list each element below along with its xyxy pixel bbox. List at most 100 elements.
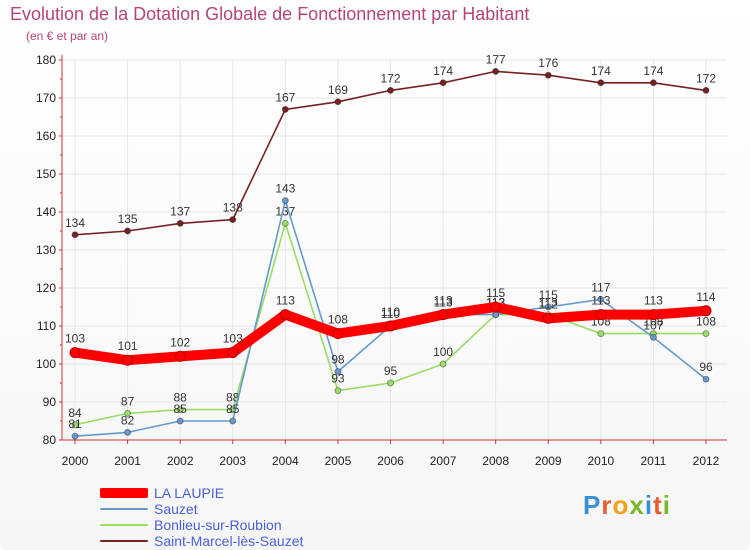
data-label: 82 [121,413,135,427]
data-label: 176 [538,56,558,70]
data-label: 115 [539,288,558,302]
x-tick-label: 2011 [641,454,667,468]
logo-letter: x [629,490,645,520]
legend-label-bonlieu: Bonlieu-sur-Roubion [154,517,282,533]
legend-swatch-saint-marcel [100,540,148,542]
legend-swatch-bonlieu [100,524,148,526]
data-point [281,105,289,113]
data-label: 117 [591,280,610,294]
legend-label-la-laupie: LA LAUPIE [154,485,225,501]
x-tick-label: 2012 [693,454,720,468]
x-tick-label: 2007 [430,454,457,468]
data-point [387,379,394,387]
data-label: 93 [331,372,345,386]
data-point [122,354,134,366]
data-point [334,98,342,106]
y-tick-label: 90 [43,395,57,409]
data-point [595,309,607,321]
data-label: 138 [223,201,243,215]
y-tick-label: 120 [36,281,56,295]
legend-item-bonlieu: Bonlieu-sur-Roubion [100,517,303,533]
data-label: 100 [433,345,453,359]
logo-letter: o [612,490,630,520]
y-tick-label: 170 [36,91,56,105]
data-point [647,309,659,321]
data-label: 81 [68,417,82,431]
chart-title: Evolution de la Dotation Globale de Fonc… [10,4,530,24]
data-point [597,295,605,303]
data-label: 102 [170,335,190,349]
data-point [176,417,184,425]
data-label: 110 [381,305,400,319]
data-label: 113 [644,294,663,308]
data-label: 95 [384,364,398,378]
data-point [702,330,710,338]
x-tick-label: 2006 [377,454,404,468]
data-point [332,328,344,340]
y-tick-label: 180 [36,53,56,67]
data-point [281,197,289,205]
x-tick-label: 2002 [167,454,194,468]
data-label: 110 [381,307,400,321]
logo-letter: i [662,490,671,520]
data-label: 114 [696,290,715,304]
data-label: 84 [68,406,82,420]
data-point [702,375,710,383]
y-tick-label: 160 [36,129,56,143]
x-tick-label: 2004 [272,454,299,468]
data-label: 107 [643,318,663,332]
y-tick-label: 140 [36,205,56,219]
data-point [176,219,184,227]
data-label: 85 [226,402,240,416]
data-point [387,86,394,94]
data-label: 167 [275,90,295,104]
data-point [176,406,184,414]
data-label: 137 [275,204,295,218]
data-point [71,421,79,429]
data-point [544,303,552,311]
data-label: 88 [226,391,240,405]
y-tick-label: 150 [36,167,56,181]
legend-label-sauzet: Sauzet [154,501,198,517]
data-point [492,67,500,75]
data-point [544,71,552,79]
data-label: 103 [223,332,243,346]
legend-swatch-la-laupie [100,488,148,498]
data-label: 169 [328,83,348,97]
data-label: 108 [696,315,716,329]
data-point [385,320,396,332]
data-label: 98 [331,353,345,367]
data-point [229,216,237,224]
data-label: 172 [380,71,400,85]
data-point [490,301,502,313]
data-label: 85 [173,402,187,416]
data-point [649,79,657,87]
data-label: 174 [643,64,663,78]
data-point [702,86,710,94]
legend-item-la-laupie: LA LAUPIE [100,485,303,501]
legend-label-saint-marcel: Saint-Marcel-lès-Sauzet [154,533,304,549]
data-label: 172 [696,71,716,85]
data-point [69,347,81,359]
data-label: 113 [434,296,453,310]
data-point [124,227,132,235]
data-label: 101 [118,339,138,353]
chart-subtitle: (en € et par an) [26,29,109,43]
y-tick-label: 100 [36,357,56,371]
legend: LA LAUPIE Sauzet Bonlieu-sur-Roubion Sai… [100,485,303,549]
y-tick-label: 110 [37,319,56,333]
data-label: 135 [118,212,138,226]
data-point [174,350,186,362]
legend-item-saint-marcel: Saint-Marcel-lès-Sauzet [100,533,303,549]
data-point [437,309,449,321]
logo-letter: t [653,490,663,520]
x-tick-label: 2003 [219,454,246,468]
data-label: 134 [65,216,85,230]
data-label: 96 [699,360,713,374]
data-label: 108 [328,313,348,327]
legend-swatch-sauzet [100,508,148,510]
data-label: 174 [591,64,611,78]
data-point [124,428,132,436]
